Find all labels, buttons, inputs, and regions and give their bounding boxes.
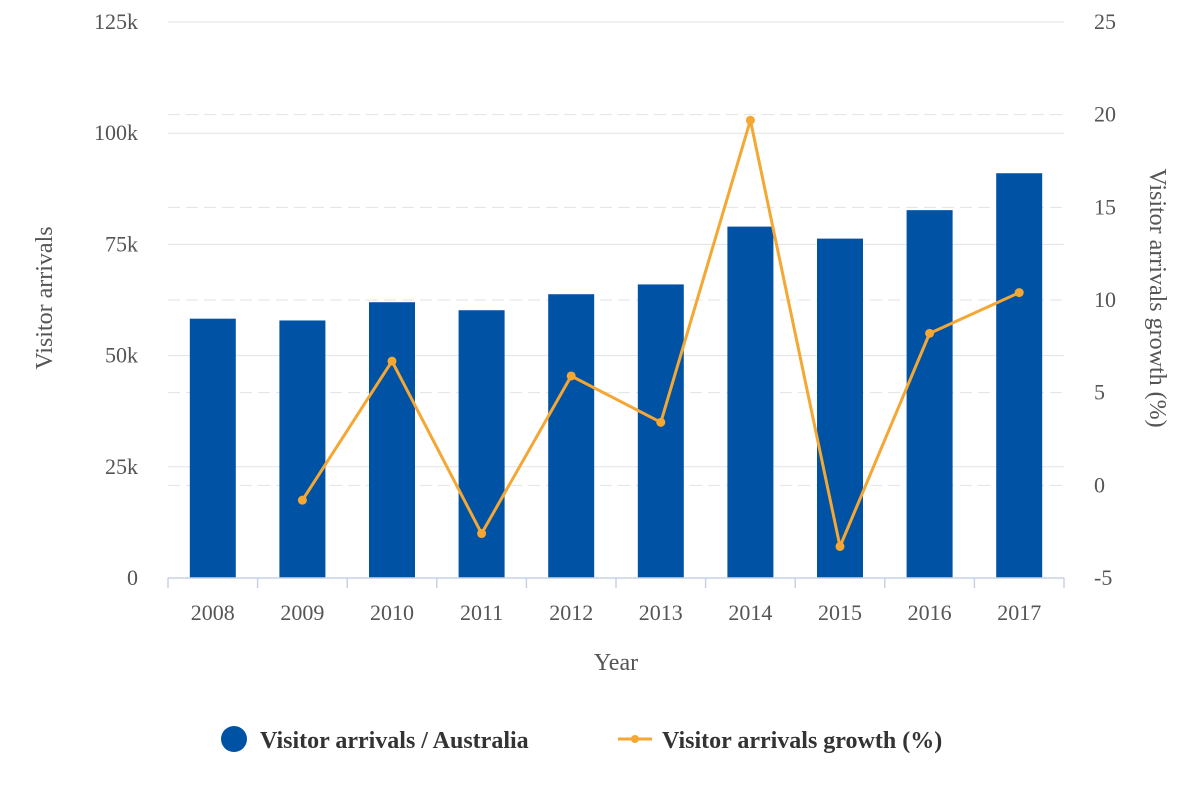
- x-tick-label: 2014: [728, 600, 772, 625]
- y-tick-label: 75k: [105, 231, 138, 256]
- axes: 0 25k 50k 75k 100k 125k -5 0 5 10 15 20 25 2008 2009 20…: [94, 9, 1116, 625]
- x-axis-title: Year: [594, 650, 638, 676]
- y-tick-label: 50k: [105, 343, 138, 368]
- growth-point: [745, 115, 755, 125]
- legend-bar-swatch: [221, 726, 247, 752]
- y2-tick-label: 0: [1094, 472, 1105, 497]
- x-tick-label: 2011: [460, 600, 503, 625]
- legend-line-label: Visitor arrivals growth (%): [662, 728, 942, 754]
- legend-item-line[interactable]: Visitor arrivals growth (%): [618, 728, 942, 754]
- x-tick-label: 2012: [549, 600, 593, 625]
- y-tick-label: 100k: [94, 120, 138, 145]
- bar: [906, 210, 953, 579]
- bar: [548, 294, 595, 578]
- legend-bar-label: Visitor arrivals / Australia: [260, 728, 529, 754]
- y-tick-label: 25k: [105, 454, 138, 479]
- growth-point: [925, 328, 935, 338]
- y2-tick-label: 10: [1094, 287, 1116, 312]
- x-tick-label: 2009: [280, 600, 324, 625]
- y2-tick-label: 5: [1094, 380, 1105, 405]
- growth-point: [387, 356, 397, 366]
- secondary-y-axis-title: Visitor arrivals growth (%): [1144, 168, 1170, 427]
- x-tick-label: 2010: [370, 600, 414, 625]
- y-tick-label: 125k: [94, 9, 138, 34]
- line-series: [297, 115, 1024, 551]
- y2-tick-label: -5: [1094, 565, 1112, 590]
- bar: [369, 302, 415, 578]
- x-tick-label: 2017: [997, 600, 1041, 625]
- bar: [189, 318, 236, 578]
- bar: [279, 320, 326, 578]
- legend-item-bars[interactable]: Visitor arrivals / Australia: [221, 726, 529, 754]
- x-tick-label: 2008: [191, 600, 235, 625]
- y2-tick-label: 20: [1094, 102, 1116, 127]
- growth-point: [656, 417, 666, 427]
- growth-point: [835, 541, 845, 551]
- bar: [637, 284, 684, 578]
- y-axis-title: Visitor arrivals: [32, 226, 58, 369]
- growth-point: [1014, 288, 1024, 298]
- legend-line-marker: [631, 735, 639, 743]
- bar: [996, 173, 1043, 578]
- growth-point: [566, 371, 576, 381]
- growth-point: [297, 495, 307, 505]
- y-tick-label: 0: [127, 565, 138, 590]
- legend: Visitor arrivals / Australia Visitor arr…: [221, 726, 942, 754]
- bar-series: [189, 173, 1043, 579]
- x-tick-label: 2013: [639, 600, 683, 625]
- y2-tick-label: 15: [1094, 194, 1116, 219]
- bar: [727, 226, 774, 578]
- y2-tick-label: 25: [1094, 9, 1116, 34]
- x-tick-label: 2016: [908, 600, 952, 625]
- bar: [817, 238, 863, 578]
- x-tick-label: 2015: [818, 600, 862, 625]
- growth-point: [477, 529, 487, 539]
